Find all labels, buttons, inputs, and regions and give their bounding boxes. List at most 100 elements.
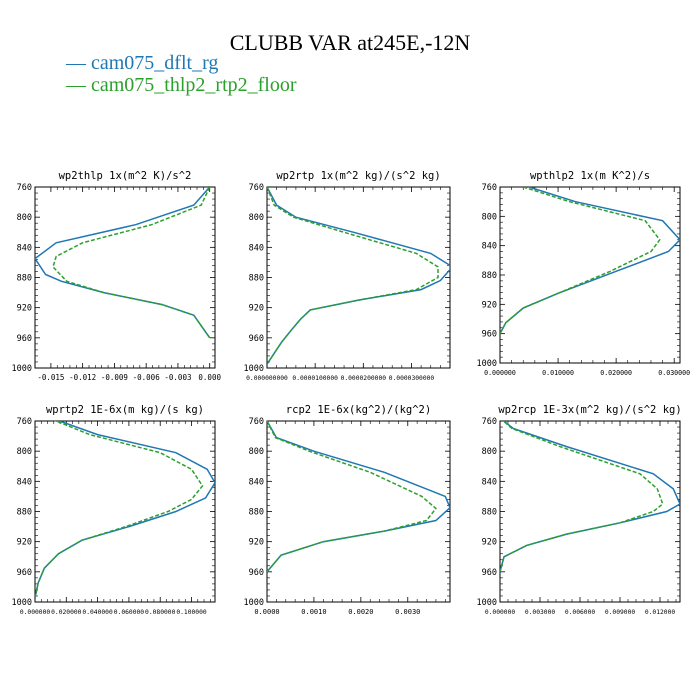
y-tick-label: 760 [17,183,32,193]
y-tick-label: 840 [17,243,32,253]
panel-5: rcp2 1E-6x(kg^2)/(kg^2) 760 800 840 880 920 96… [244,404,451,616]
y-tick-label: 960 [482,330,497,340]
series-line-dflt [35,421,215,599]
y-tick-label: 1000 [12,364,32,374]
panel-title: wp2rcp 1E-3x(m^2 kg)/(s^2 kg) [498,404,681,416]
y-tick-label: 880 [17,508,32,518]
y-tick-label: 880 [17,274,32,284]
panel-title: wpthlp2 1x(m K^2)/s [530,170,650,182]
x-tick-label: 0.100000 [176,609,207,616]
y-tick-label: 920 [17,538,32,548]
panel-title: wp2thlp 1x(m^2 K)/s^2 [59,170,192,182]
x-tick-label: 0.020000 [600,369,632,377]
x-tick-label: 0.010000 [542,369,574,377]
x-tick-label: 0.0020 [348,608,373,616]
series-line-dflt [35,187,211,339]
x-tick-label: 0.0000200000 [341,375,387,382]
y-tick-label: 840 [482,242,497,252]
y-tick-label: 880 [482,508,497,518]
x-tick-label: 0.0000300000 [389,375,435,382]
y-tick-label: 760 [482,417,497,427]
x-tick-label: 0.006000 [565,609,596,616]
figure-title: CLUBB VAR at245E,-12N [229,30,471,55]
panel-title: rcp2 1E-6x(kg^2)/(kg^2) [286,404,431,416]
x-tick-label: 0.030000 [658,369,690,377]
panel-4: wprtp2 1E-6x(m kg)/(s kg) 760 800 840 880 920… [12,404,216,616]
x-tick-label: 0.000000 [484,369,516,377]
x-tick-label: 0.009000 [605,609,636,616]
y-tick-label: 960 [249,334,264,344]
y-tick-label: 840 [249,243,264,253]
y-tick-label: 760 [249,417,264,427]
x-tick-label: 0.000000000 [246,375,288,382]
y-tick-label: 1000 [244,364,264,374]
axes-frame [266,420,451,603]
y-tick-label: 1000 [477,598,497,608]
x-tick-label: 0.0000 [254,608,279,616]
series-line-floor [267,187,439,365]
y-tick-label: 800 [482,447,497,457]
panel-title: wprtp2 1E-6x(m kg)/(s kg) [46,404,204,416]
y-tick-label: 840 [249,477,264,487]
panel-1: wp2thlp 1x(m^2 K)/s^2 760 800 840 880 920 960 1… [12,170,222,382]
axes-frame [499,186,681,364]
y-tick-label: 880 [249,274,264,284]
y-tick-label: 800 [17,213,32,223]
y-tick-label: 920 [17,304,32,314]
y-tick-label: 1000 [12,598,32,608]
series-line-dflt [267,187,450,365]
x-tick-label: -0.009 [101,373,128,382]
x-tick-label: 0.000000 [485,609,516,616]
y-tick-label: 920 [249,304,264,314]
x-tick-label: 0.000000 [20,609,51,616]
y-tick-label: 1000 [244,598,264,608]
x-tick-label: 0.040000 [82,609,113,616]
y-tick-label: 920 [482,538,497,548]
y-tick-label: 920 [482,300,497,310]
x-tick-label: 0.060000 [114,609,145,616]
panel-title: wp2rtp 1x(m^2 kg)/(s^2 kg) [276,170,440,182]
series-line-dflt [500,187,680,335]
series-line-floor [35,421,204,599]
y-tick-label: 840 [17,477,32,487]
axes-frame [499,420,681,603]
x-tick-label: 0.020000 [51,609,82,616]
axes-frame [34,420,216,603]
y-tick-label: 840 [482,477,497,487]
y-tick-label: 960 [249,568,264,578]
x-tick-label: -0.015 [37,373,64,382]
legend-item-dflt: — cam075_dflt_rg [66,52,219,74]
x-tick-label: 0.000 [198,373,221,382]
x-tick-label: -0.012 [69,373,96,382]
y-tick-label: 800 [249,447,264,457]
y-tick-label: 960 [482,568,497,578]
panel-3: wpthlp2 1x(m K^2)/s 760 800 840 880 920 960 100… [477,170,691,377]
y-tick-label: 800 [17,447,32,457]
y-tick-label: 1000 [477,359,497,369]
y-tick-label: 800 [249,213,264,223]
series-line-floor [500,187,661,335]
y-tick-label: 760 [482,183,497,193]
legend-item-floor: — cam075_thlp2_rtp2_floor [66,74,297,96]
x-tick-label: -0.006 [133,373,161,382]
y-tick-label: 800 [482,212,497,222]
x-tick-label: -0.003 [164,373,191,382]
series-line-dflt [500,421,680,572]
series-line-floor [52,187,211,339]
series-line-floor [267,421,437,573]
panel-2: wp2rtp 1x(m^2 kg)/(s^2 kg) 760 800 840 880 92… [244,170,451,382]
axes-frame [34,186,216,369]
x-tick-label: 0.0030 [395,608,420,616]
y-tick-label: 960 [17,334,32,344]
x-tick-label: 0.0010 [301,608,326,616]
axes-frame [266,186,451,369]
y-tick-label: 760 [249,183,264,193]
x-tick-label: 0.012000 [645,609,676,616]
x-tick-label: 0.080000 [145,609,176,616]
y-tick-label: 880 [249,508,264,518]
y-tick-label: 880 [482,271,497,281]
series-line-floor [500,421,664,572]
y-tick-label: 920 [249,538,264,548]
